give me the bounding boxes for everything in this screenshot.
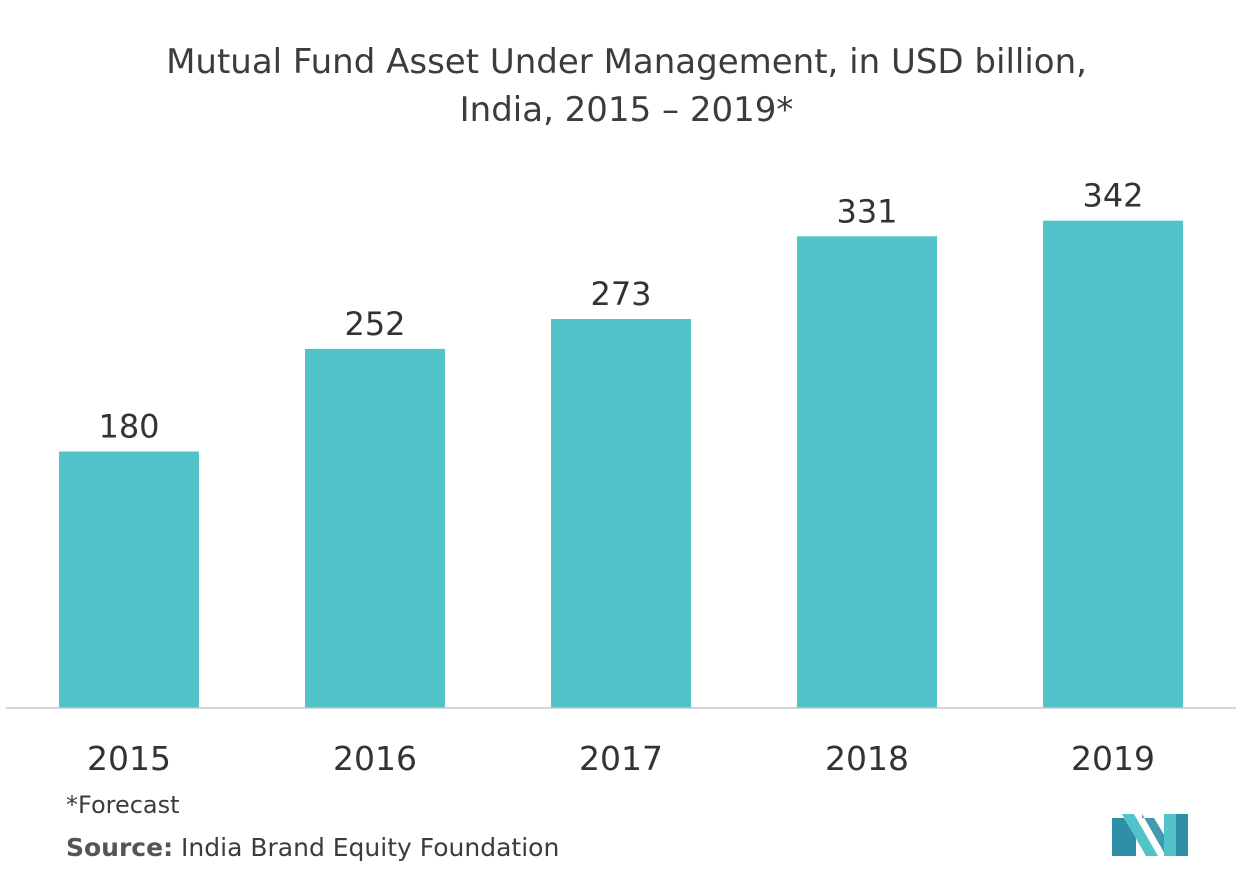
bar-2019 [1043,220,1183,708]
source-text: India Brand Equity Foundation [181,833,560,862]
bar-2018 [797,236,937,708]
bar-2017 [551,318,691,708]
mordor-intelligence-logo-icon [1112,814,1188,856]
data-label-2015: 180 [98,408,159,446]
bar-2016 [305,348,445,708]
x-tick-labels-group: 2015 2016 2017 2018 2019 [87,739,1155,778]
x-tick-label-2016: 2016 [333,739,417,778]
source-line: Source: India Brand Equity Foundation [66,833,559,862]
data-label-2016: 252 [344,305,405,343]
x-tick-label-2015: 2015 [87,739,171,778]
bar-2015 [59,451,199,708]
chart-title: Mutual Fund Asset Under Management, in U… [0,38,1253,134]
source-label: Source: [66,833,174,862]
bars-group [59,220,1183,708]
data-labels-group: 180 252 273 331 342 [98,177,1143,446]
data-label-2019: 342 [1082,177,1143,215]
chart-title-line-1: Mutual Fund Asset Under Management, in U… [166,42,1087,82]
x-tick-label-2017: 2017 [579,739,663,778]
forecast-footnote: *Forecast [66,791,180,819]
data-label-2017: 273 [590,275,651,313]
data-label-2018: 331 [836,192,897,230]
x-tick-label-2018: 2018 [825,739,909,778]
bar-chart: 180 252 273 331 342 2015 2016 2017 2018 2019 [6,177,1236,778]
x-tick-label-2019: 2019 [1071,739,1155,778]
chart-subtitle: India, 2015 – 2019* [459,90,794,130]
